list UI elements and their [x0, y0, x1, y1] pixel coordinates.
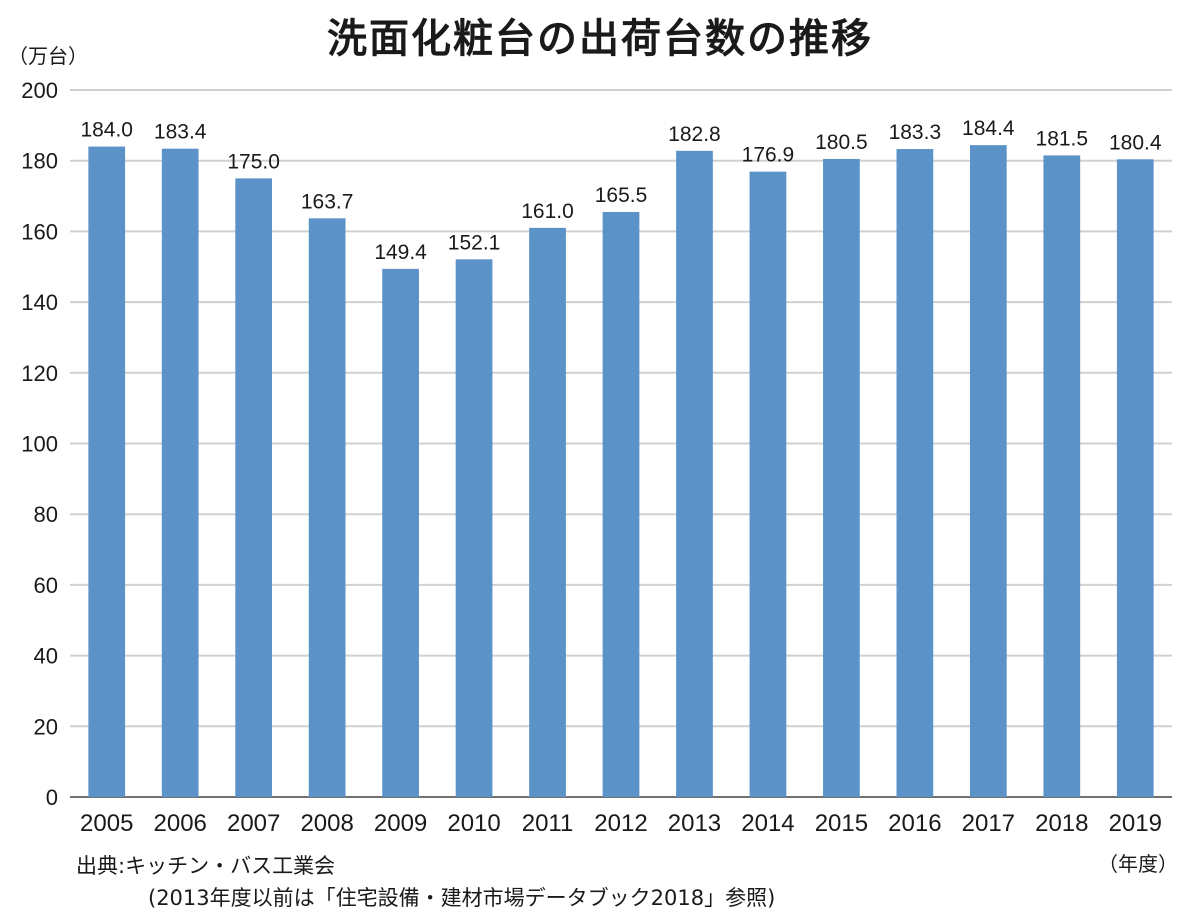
x-tick-label: 2006	[154, 810, 207, 837]
x-tick-label: 2011	[522, 810, 574, 837]
x-tick-label: 2015	[815, 810, 868, 837]
y-tick-label: 140	[21, 290, 58, 315]
y-tick-label: 20	[34, 714, 58, 739]
y-tick-label: 40	[34, 644, 58, 669]
bar-2007	[235, 178, 273, 797]
x-tick-label: 2007	[227, 810, 280, 837]
y-tick-label: 0	[46, 785, 58, 810]
x-tick-label: 2014	[741, 810, 794, 837]
y-tick-label: 80	[34, 502, 58, 527]
bar-2018	[1043, 155, 1081, 797]
y-axis: 0 20 40 60 80 100 120 140 160 180 200	[21, 78, 58, 810]
bar-2012	[602, 211, 640, 797]
x-axis: 2005 2006 2007 2008 2009 2010 2011 2012 2013 2014…	[80, 810, 1162, 837]
bar-2009	[382, 268, 419, 798]
x-tick-label: 2008	[300, 810, 353, 837]
bar-2011	[529, 227, 566, 798]
data-label-2007: 175.0	[227, 150, 280, 173]
bar-2006	[161, 148, 199, 797]
bar-2005	[88, 146, 126, 797]
bar-2010	[455, 259, 493, 797]
data-label-2017: 184.4	[962, 117, 1015, 140]
chart-title: 洗面化粧台の出荷台数の推移	[327, 16, 873, 62]
bars	[88, 145, 1154, 798]
y-tick-label: 200	[21, 78, 58, 103]
data-label-2013: 182.8	[668, 123, 721, 146]
data-label-2014: 176.9	[742, 144, 795, 167]
data-label-2005: 184.0	[80, 119, 133, 142]
bar-2014	[749, 171, 787, 797]
y-tick-label: 120	[21, 361, 58, 386]
x-tick-label: 2010	[447, 810, 500, 837]
bar-2016	[896, 149, 934, 798]
data-label-2008: 163.7	[301, 190, 354, 213]
x-tick-label: 2019	[1109, 810, 1162, 837]
y-tick-label: 180	[21, 149, 58, 174]
data-labels: 184.0 183.4 175.0 163.7 149.4 152.1 161.0 165.5…	[80, 117, 1161, 264]
bar-2019	[1116, 159, 1154, 797]
x-tick-label: 2016	[888, 810, 941, 837]
source-note-detail: (2013年度以前は「住宅設備・建材市場データブック2018」参照)	[148, 886, 776, 910]
y-tick-label: 100	[21, 432, 58, 457]
data-label-2016: 183.3	[889, 121, 942, 144]
bar-2008	[308, 218, 346, 797]
data-label-2006: 183.4	[154, 121, 207, 144]
data-label-2012: 165.5	[595, 184, 648, 207]
y-tick-label: 60	[34, 573, 58, 598]
data-label-2009: 149.4	[374, 241, 427, 264]
y-axis-unit-label: （万台）	[8, 44, 88, 68]
x-axis-unit-label: （年度）	[1098, 852, 1178, 876]
x-tick-label: 2013	[668, 810, 721, 837]
bar-2015	[823, 158, 860, 797]
x-tick-label: 2012	[594, 810, 647, 837]
x-tick-label: 2009	[374, 810, 427, 837]
bar-2013	[676, 150, 713, 797]
x-tick-label: 2018	[1035, 810, 1088, 837]
source-note: 出典:キッチン・バス工業会	[76, 854, 336, 878]
data-label-2018: 181.5	[1036, 127, 1089, 150]
bar-2017	[969, 145, 1007, 797]
data-label-2015: 180.5	[815, 131, 868, 154]
data-label-2011: 161.0	[521, 200, 574, 223]
data-label-2019: 180.4	[1109, 131, 1162, 154]
x-tick-label: 2005	[80, 810, 133, 837]
x-tick-label: 2017	[962, 810, 1015, 837]
y-tick-label: 160	[21, 219, 58, 244]
data-label-2010: 152.1	[448, 231, 501, 254]
